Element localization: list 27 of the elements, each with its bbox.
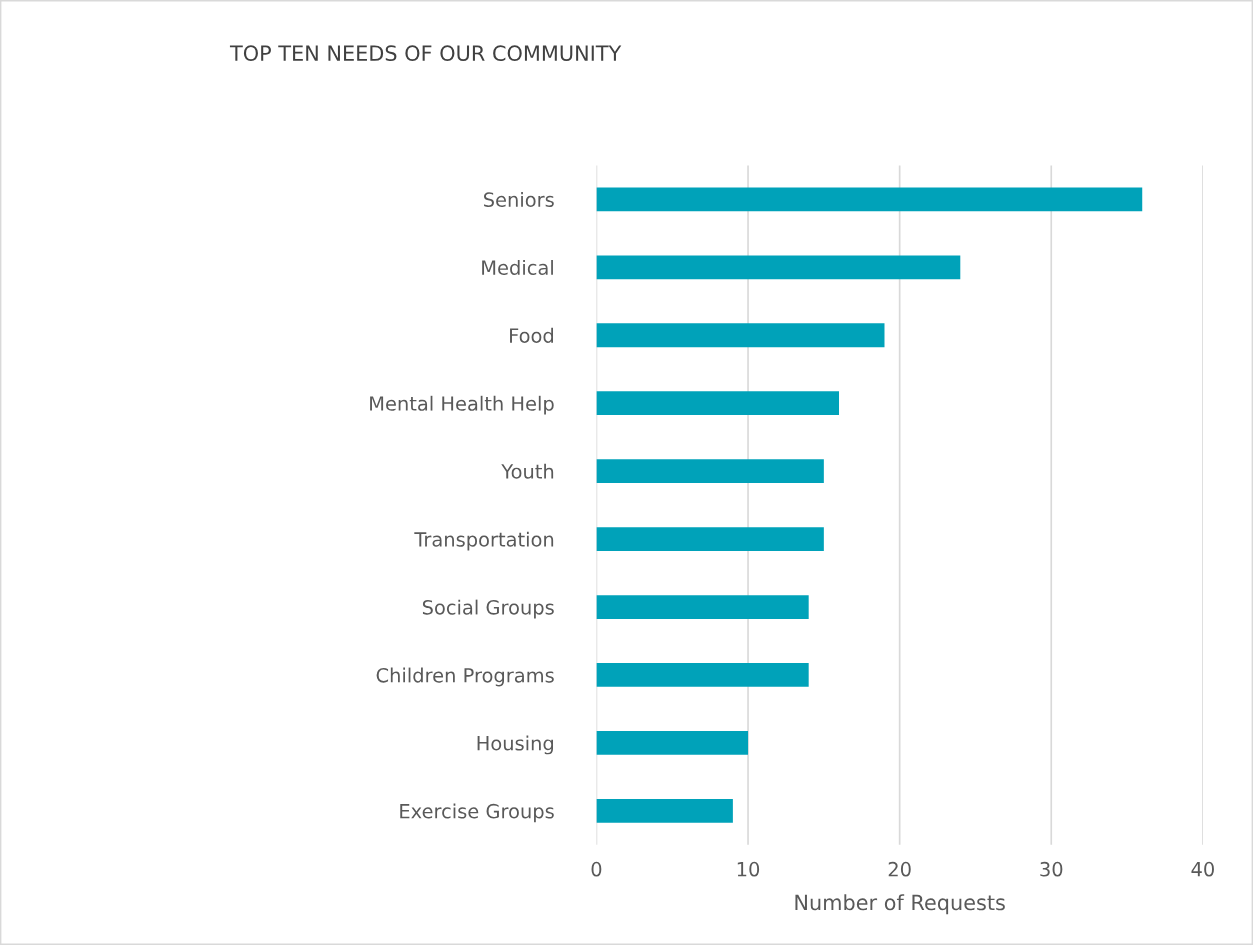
y-tick-label: Social Groups (422, 599, 554, 619)
bar (596, 527, 824, 551)
y-tick-label: Food (510, 327, 553, 343)
bar (596, 323, 885, 348)
bar (596, 663, 809, 687)
x-tick-label: 10 (737, 861, 760, 877)
bar (596, 459, 824, 484)
bar (596, 798, 733, 823)
bar (596, 187, 1143, 212)
x-tick-label: 20 (888, 861, 911, 877)
bar (596, 391, 840, 416)
y-tick-label: Medical (482, 259, 553, 275)
y-tick-label: Seniors (483, 191, 554, 208)
y-tick-label: Transportation (414, 531, 554, 551)
x-tick-label: 40 (1191, 861, 1214, 877)
x-tick-label: 30 (1040, 861, 1063, 877)
y-tick-label: Youth (501, 463, 554, 479)
x-axis-title: Number of Requests (795, 894, 1005, 915)
y-tick-label: Exercise Groups (400, 803, 554, 823)
text: TOP TEN NEEDS OF OUR COMMUNITY (229, 45, 622, 62)
y-tick-label: Housing (477, 735, 553, 755)
bar (596, 595, 809, 619)
y-tick-label: Mental Health Help (370, 395, 554, 415)
bar (596, 731, 749, 755)
y-tick-label: Children Programs (376, 667, 554, 687)
bar (596, 255, 961, 280)
x-tick-label: 0 (591, 861, 602, 877)
